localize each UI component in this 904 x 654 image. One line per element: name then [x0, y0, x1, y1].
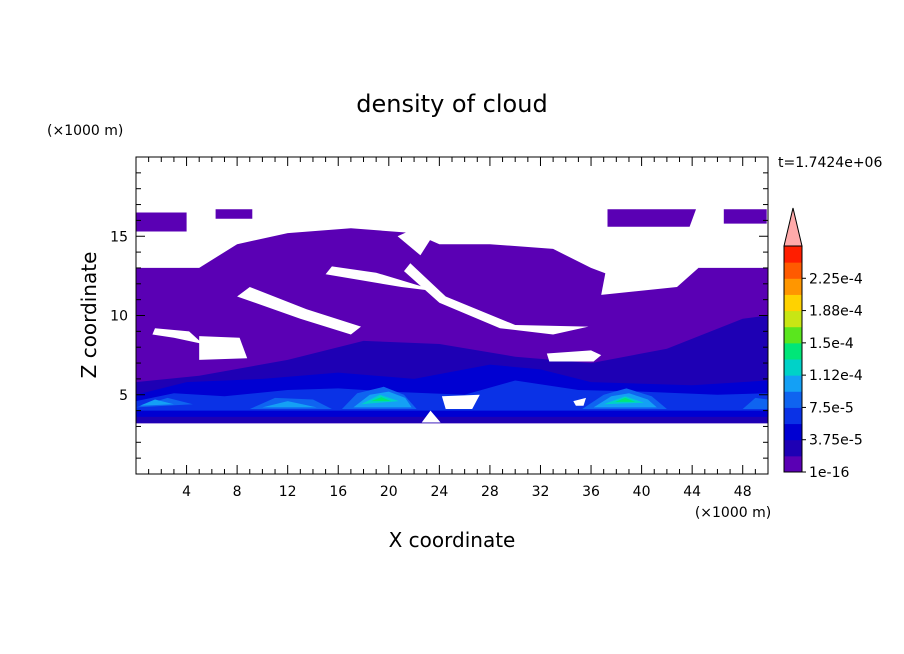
- cloud-free-gap: [325, 266, 440, 292]
- x-axis-label: X coordinate: [389, 528, 516, 552]
- cloud-free-gap: [441, 394, 480, 409]
- colorbar-swatch: [784, 407, 802, 425]
- cloud-free-gap: [404, 263, 589, 335]
- colorbar-label: 7.5e-5: [809, 400, 854, 416]
- x-tick-label: 8: [233, 484, 242, 500]
- y-tick-label: 15: [110, 229, 128, 245]
- colorbar-label: 1.88e-4: [809, 304, 863, 320]
- colorbar-swatch: [784, 391, 802, 408]
- cloud-free-gap: [152, 328, 203, 344]
- colorbar-label: 1.5e-4: [809, 336, 854, 352]
- cloud-free-gap: [397, 228, 431, 256]
- colorbar-swatch: [784, 294, 802, 312]
- colorbar-swatch: [784, 246, 802, 263]
- contour-region-level-0: [723, 209, 767, 224]
- y-tick-label: 10: [110, 309, 128, 325]
- x-unit-label: (×1000 m): [695, 505, 771, 521]
- contour-region-level-0: [215, 209, 253, 219]
- colorbar: 1e-16 3.75e-5 7.5e-5 1.12e-4 1.5e-4 1.88e-4 2.…: [783, 207, 863, 481]
- colorbar-swatch: [784, 342, 802, 360]
- colorbar-swatch: [784, 278, 802, 295]
- colorbar-extend-arrow: [783, 207, 803, 247]
- colorbar-swatch: [784, 423, 802, 441]
- colorbar-swatch: [784, 262, 802, 279]
- contour-region-level-0: [607, 209, 696, 227]
- colorbar-label: 3.75e-5: [809, 433, 863, 449]
- x-tick-label: 32: [532, 484, 550, 500]
- colorbar-swatch: [784, 359, 802, 376]
- x-tick-label: 40: [633, 484, 651, 500]
- x-tick-label: 20: [380, 484, 398, 500]
- y-axis-label: Z coordinate: [77, 252, 101, 379]
- x-tick-label: 24: [430, 484, 448, 500]
- colorbar-swatch: [784, 439, 802, 457]
- contour-region-level-7: [371, 397, 392, 402]
- contour-region-level-4: [742, 397, 768, 409]
- colorbar-label: 2.25e-4: [809, 271, 863, 287]
- x-tick-label: 16: [329, 484, 347, 500]
- chart-title: density of cloud: [356, 90, 547, 118]
- colorbar-swatch: [784, 455, 802, 473]
- contour-region-level-0: [136, 212, 187, 232]
- colorbar-swatch: [784, 310, 802, 328]
- x-tick-label: 4: [182, 484, 191, 500]
- contour-region-level-5: [262, 401, 317, 408]
- colorbar-label: 1e-16: [809, 465, 849, 481]
- y-unit-label: (×1000 m): [47, 123, 123, 139]
- colorbar-label: 1.12e-4: [809, 368, 863, 384]
- x-tick-label: 12: [279, 484, 297, 500]
- y-tick-label: 5: [119, 388, 128, 404]
- cloud-free-gap: [199, 336, 248, 360]
- cloud-free-gap: [573, 397, 586, 406]
- contour-plot-area: [136, 209, 768, 424]
- x-tick-label: 44: [683, 484, 701, 500]
- colorbar-swatch: [784, 326, 802, 344]
- contour-region-level-5: [139, 399, 174, 406]
- x-tick-label: 36: [582, 484, 600, 500]
- cloud-free-gap: [421, 410, 441, 423]
- colorbar-swatch: [784, 375, 802, 392]
- contour-region-level-7: [615, 397, 636, 402]
- time-label: t=1.7424e+06: [778, 155, 882, 171]
- x-tick-label: 28: [481, 484, 499, 500]
- cloud-free-gap: [237, 287, 361, 335]
- x-tick-label: 48: [734, 484, 752, 500]
- cloud-free-gap: [546, 350, 602, 362]
- cloud-free-gap: [601, 242, 699, 295]
